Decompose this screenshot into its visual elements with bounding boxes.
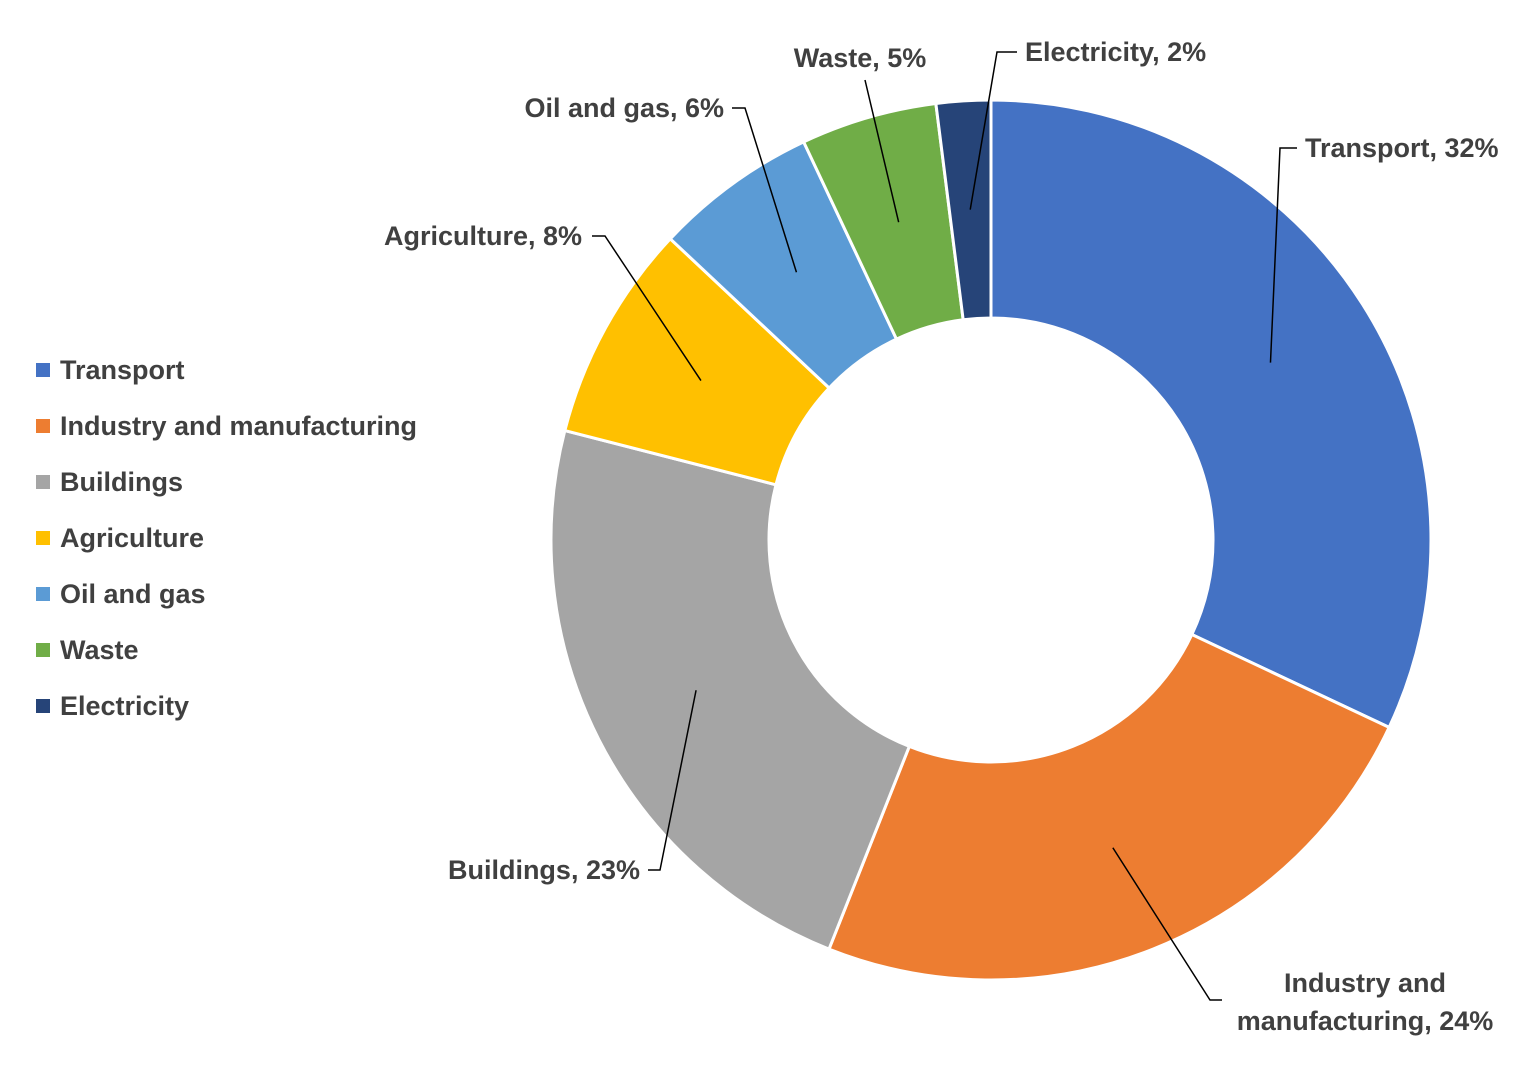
data-label: Electricity, 2% xyxy=(1025,37,1207,67)
leader-line xyxy=(592,235,702,381)
legend-label: Waste xyxy=(60,635,139,665)
leader-line xyxy=(732,107,798,273)
legend-swatch xyxy=(36,419,50,433)
legend-swatch xyxy=(36,475,50,489)
legend-swatch xyxy=(36,531,50,545)
legend-label: Electricity xyxy=(60,691,190,721)
legend-label: Industry and manufacturing xyxy=(60,411,418,441)
legend-label: Agriculture xyxy=(60,523,205,553)
data-label: Agriculture, 8% xyxy=(383,221,582,251)
legend-swatch xyxy=(36,699,50,713)
legend-label: Transport xyxy=(60,355,185,385)
data-label: Buildings, 23% xyxy=(447,855,640,885)
legend-swatch xyxy=(36,363,50,377)
data-label: Oil and gas, 6% xyxy=(524,93,724,123)
leader-line xyxy=(1269,147,1297,363)
legend-label: Buildings xyxy=(60,467,183,497)
donut-slice xyxy=(989,98,1433,730)
leader-line xyxy=(648,690,697,871)
leader-line xyxy=(864,79,900,223)
data-label: Industry and manufacturing, 24% xyxy=(1236,968,1494,1036)
data-label: Waste, 5% xyxy=(793,43,927,73)
donut-slice xyxy=(827,632,1392,982)
donut-slice xyxy=(934,98,993,322)
data-label: Transport, 32% xyxy=(1305,133,1499,163)
legend-swatch xyxy=(36,643,50,657)
leader-line xyxy=(969,51,1017,210)
legend-label: Oil and gas xyxy=(60,579,206,609)
donut-slice xyxy=(549,428,912,952)
leader-line xyxy=(1112,847,1222,1001)
legend-swatch xyxy=(36,587,50,601)
